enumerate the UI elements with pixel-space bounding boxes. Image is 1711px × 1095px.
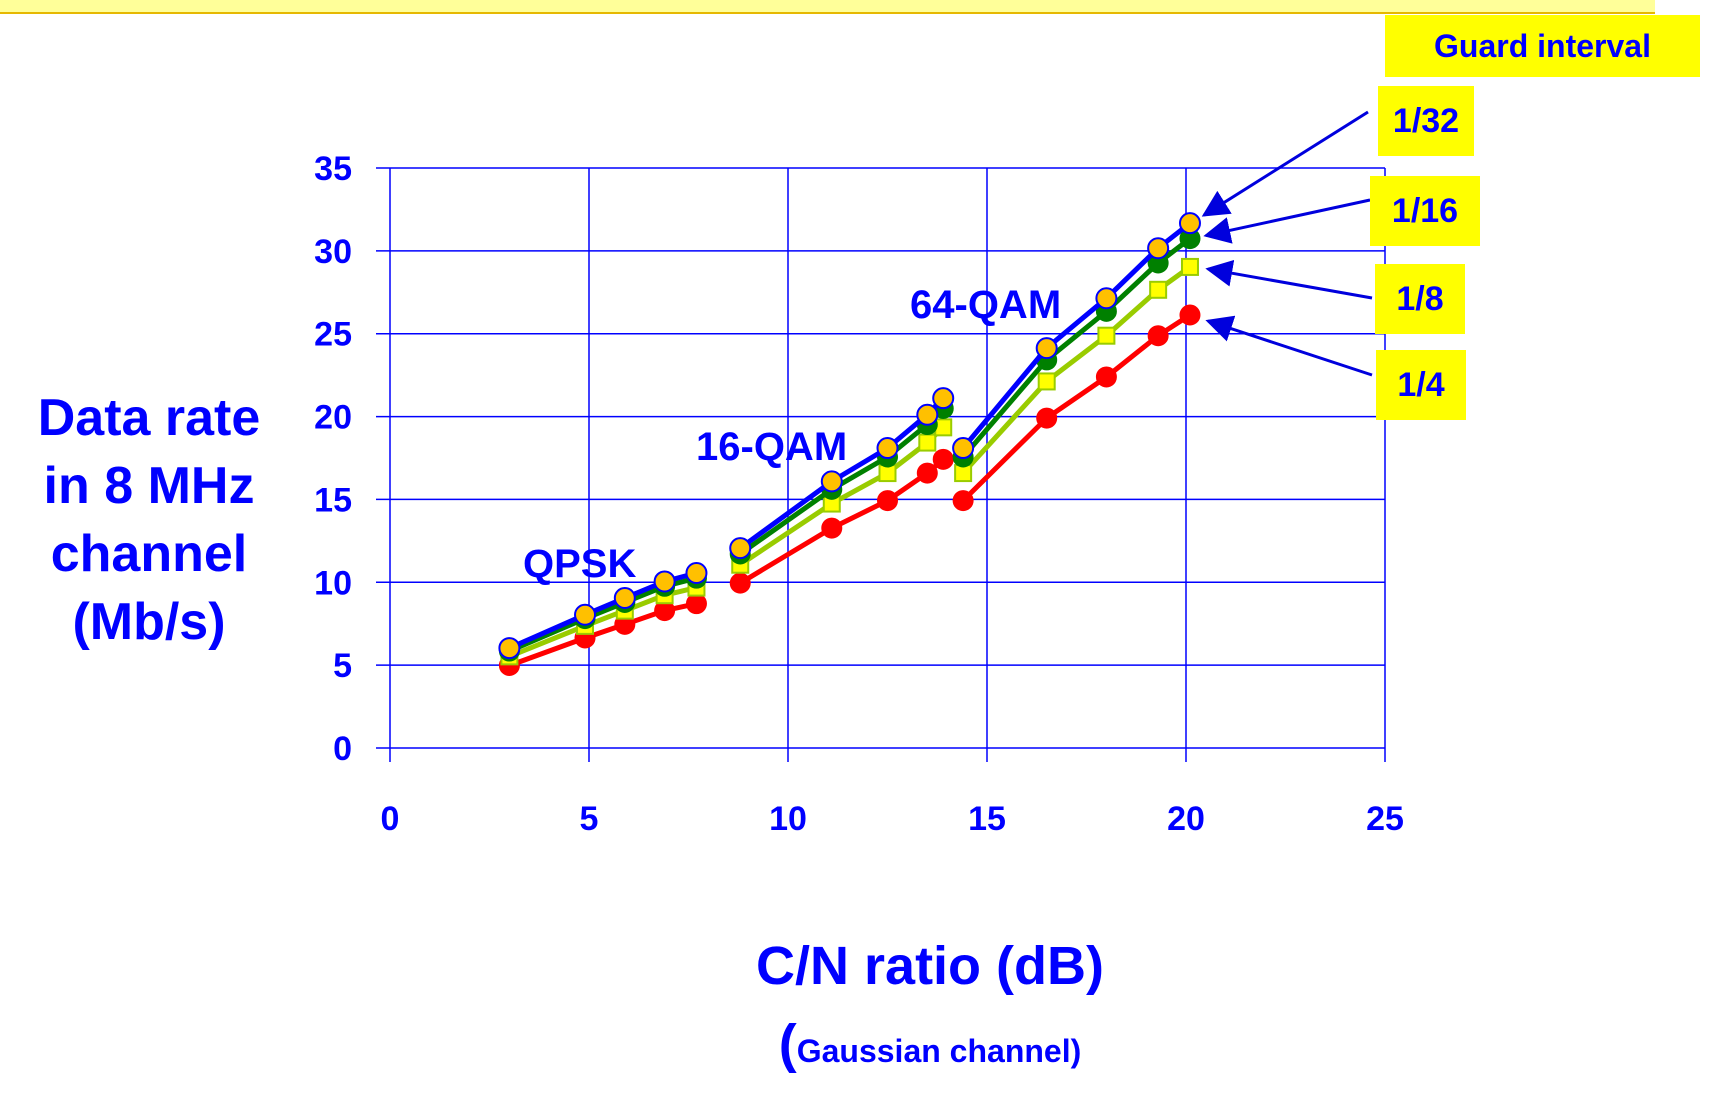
data-point-1-32 [820,470,843,493]
legend-box-1-4: 1/4 [1376,350,1466,420]
y-axis-label-line: in 8 MHz [43,457,255,515]
y-tick-label: 20 [314,399,352,437]
data-point-1-32 [1178,212,1201,235]
arrow-1-32 [1201,110,1369,217]
data-point-1-32 [932,387,955,410]
data-point-1-32 [574,603,597,626]
data-point-1-8 [1149,280,1168,299]
x-axis-sublabel-text: Gaussian channel) [796,1033,1082,1069]
y-tick-label: 15 [314,481,352,519]
arrow-1-8 [1205,259,1373,300]
data-point-1-4 [685,593,707,615]
y-axis-label-line: channel [50,525,248,583]
data-point-1-4 [1095,366,1117,388]
annotation-16qam: 16-QAM [696,425,848,469]
x-axis-label: C/N ratio (dB) [756,936,1104,996]
data-point-1-32 [498,637,521,660]
y-tick-label: 25 [314,316,352,354]
data-point-1-32 [916,403,939,426]
arrow-1-16 [1203,198,1371,244]
y-tick-label: 35 [314,150,352,188]
data-point-1-8 [918,433,937,452]
x-axis-sublabel-paren: ( [778,1014,797,1074]
legend-title: Guard interval [1385,15,1700,77]
x-tick-label: 5 [580,800,599,838]
legend-arrows [1201,110,1373,377]
x-axis-sublabel: (Gaussian channel) [640,1017,1220,1071]
chart-series [498,212,1201,676]
series-1-16 [498,228,1201,662]
data-point-1-4 [821,517,843,539]
data-point-1-4 [1147,325,1169,347]
data-point-1-32 [952,437,975,460]
data-point-1-32 [685,562,708,585]
data-point-1-4 [916,462,938,484]
y-tick-label: 5 [333,647,352,685]
data-point-1-4 [1179,304,1201,326]
x-tick-label: 25 [1366,800,1404,838]
x-tick-label: 10 [769,800,807,838]
data-point-1-8 [1037,372,1056,391]
y-axis-label-line: Data rate [37,389,261,447]
data-point-1-4 [877,490,898,512]
top-banner-rule [0,0,1655,14]
x-tick-label: 20 [1167,800,1205,838]
data-point-1-32 [729,537,752,560]
y-axis-label: Data rate in 8 MHz channel (Mb/s) [0,384,298,656]
data-point-1-4 [932,448,954,470]
x-tick-label: 0 [381,800,400,838]
series-1-4 [498,304,1201,676]
annotation-qpsk: QPSK [523,542,637,586]
legend-box-1-16: 1/16 [1370,176,1480,246]
series-1-32 [498,212,1201,660]
data-point-1-32 [613,587,636,610]
legend-box-1-8: 1/8 [1375,264,1465,334]
legend-box-1-32: 1/32 [1378,86,1474,156]
y-tick-label: 30 [314,233,352,271]
y-tick-label: 10 [314,564,352,602]
x-tick-label: 15 [968,800,1006,838]
data-point-1-8 [1180,257,1199,276]
data-point-1-32 [1035,337,1058,360]
data-point-1-8 [1097,326,1116,345]
data-point-1-4 [1036,407,1058,429]
data-point-1-32 [1147,237,1170,260]
data-point-1-32 [1095,287,1118,310]
arrow-1-4 [1205,315,1373,377]
data-point-1-32 [653,570,676,593]
data-point-1-4 [729,572,751,594]
data-point-1-8 [934,418,953,437]
data-point-1-32 [876,437,899,460]
annotation-64qam: 64-QAM [910,283,1062,327]
x-tick-labels: 0 5 10 15 20 25 [381,800,1404,838]
data-point-1-4 [952,490,974,512]
y-tick-label: 0 [333,730,352,768]
y-axis-label-line: (Mb/s) [72,593,226,651]
y-tick-labels: 0 5 10 15 20 25 30 35 [314,150,352,768]
